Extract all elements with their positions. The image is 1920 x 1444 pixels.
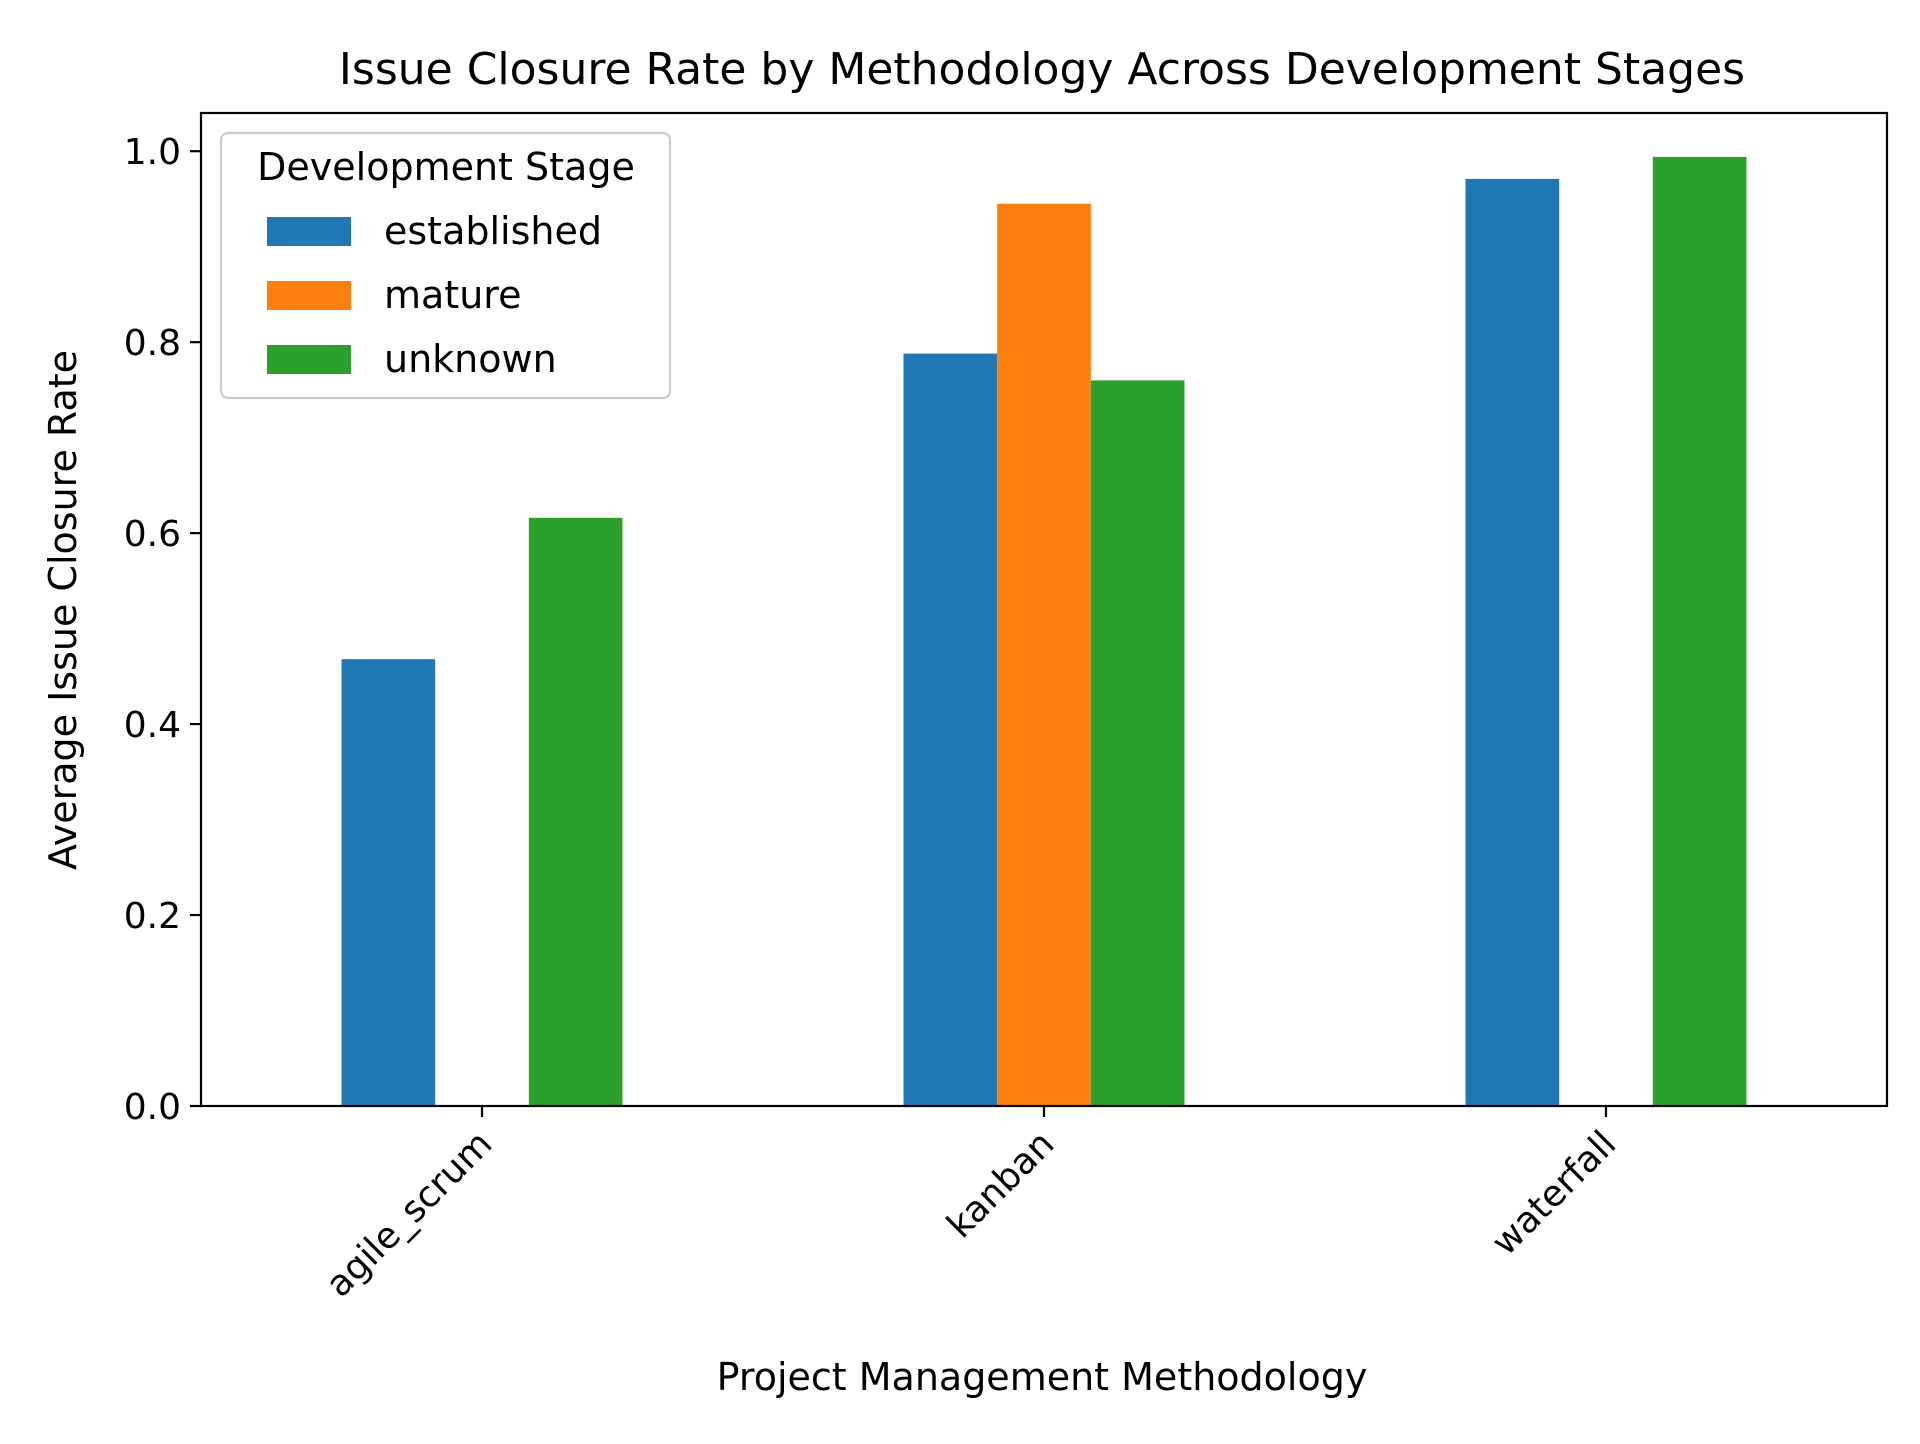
bar-established-agile_scrum <box>341 659 436 1106</box>
legend-label-unknown: unknown <box>384 337 557 381</box>
y-axis: 0.0 0.2 0.4 0.6 0.8 1.0 <box>124 132 201 1128</box>
y-axis-label: Average Issue Closure Rate <box>41 350 85 870</box>
bar-unknown-waterfall <box>1652 156 1747 1107</box>
y-tick-label: 0.8 <box>124 323 181 364</box>
bar-established-kanban <box>903 353 998 1106</box>
y-tick-label: 0.6 <box>124 514 181 555</box>
bar-established-waterfall <box>1465 178 1560 1106</box>
legend-swatch-established <box>267 217 351 246</box>
legend-items: established mature unknown <box>267 209 602 381</box>
legend-frame <box>219 131 672 400</box>
y-tick-label: 0.0 <box>124 1087 181 1128</box>
x-axis-label: Project Management Methodology <box>717 1355 1368 1399</box>
bars-layer <box>341 156 1747 1107</box>
legend-label-established: established <box>384 209 602 253</box>
chart-title: Issue Closure Rate by Methodology Across… <box>339 44 1745 95</box>
legend: Development Stage established mature unkno… <box>219 131 672 400</box>
bar-unknown-agile_scrum <box>528 517 623 1106</box>
legend-swatch-unknown <box>267 345 351 374</box>
legend-swatch-mature <box>267 281 351 310</box>
bar-unknown-kanban <box>1090 380 1185 1107</box>
y-tick-label: 1.0 <box>124 132 181 173</box>
y-tick-label: 0.2 <box>124 896 181 937</box>
plot-frame <box>199 111 1889 1108</box>
bar-mature-kanban <box>997 203 1091 1106</box>
legend-title: Development Stage <box>257 145 635 189</box>
legend-label-mature: mature <box>384 273 521 317</box>
y-tick-label: 0.4 <box>124 705 181 746</box>
